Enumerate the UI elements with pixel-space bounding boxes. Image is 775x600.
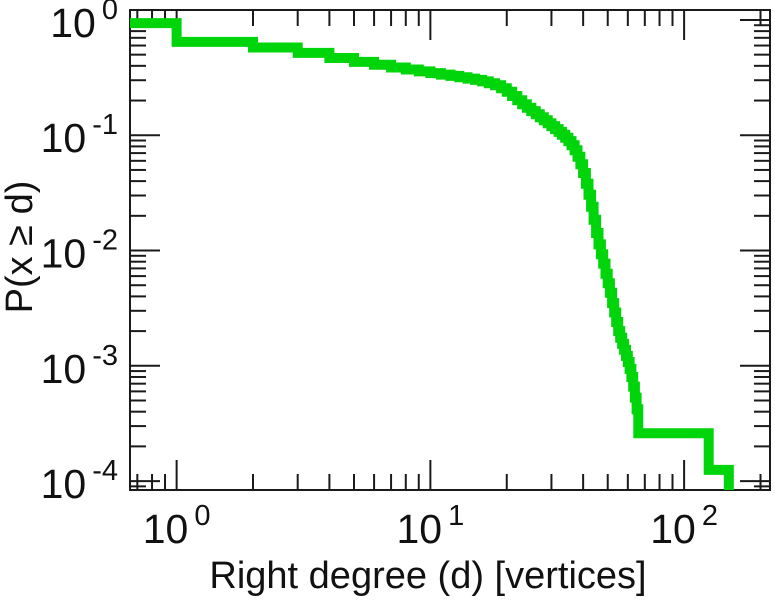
y-tick-label: 10 -3 — [41, 340, 118, 392]
y-tick-label: 10 0 — [50, 0, 118, 46]
y-tick-label: 10 -1 — [41, 109, 118, 161]
axis-ticks — [130, 10, 770, 490]
plot-frame — [129, 9, 771, 491]
x-tick-label: 10 0 — [143, 500, 211, 552]
tick-labels: 10 0 10 1 10 2 10 -4 10 -3 10 -2 10 -1 10 0 — [41, 0, 718, 552]
y-axis-title: P(x ≥ d) — [0, 181, 41, 314]
y-tick-label: 10 -4 — [41, 455, 118, 507]
x-axis-title: Right degree (d) [vertices] — [209, 555, 646, 597]
x-tick-label: 10 1 — [396, 500, 464, 552]
y-tick-label: 10 -2 — [41, 225, 118, 277]
x-tick-label: 10 2 — [650, 500, 718, 552]
ccdf-curve — [130, 18, 734, 490]
